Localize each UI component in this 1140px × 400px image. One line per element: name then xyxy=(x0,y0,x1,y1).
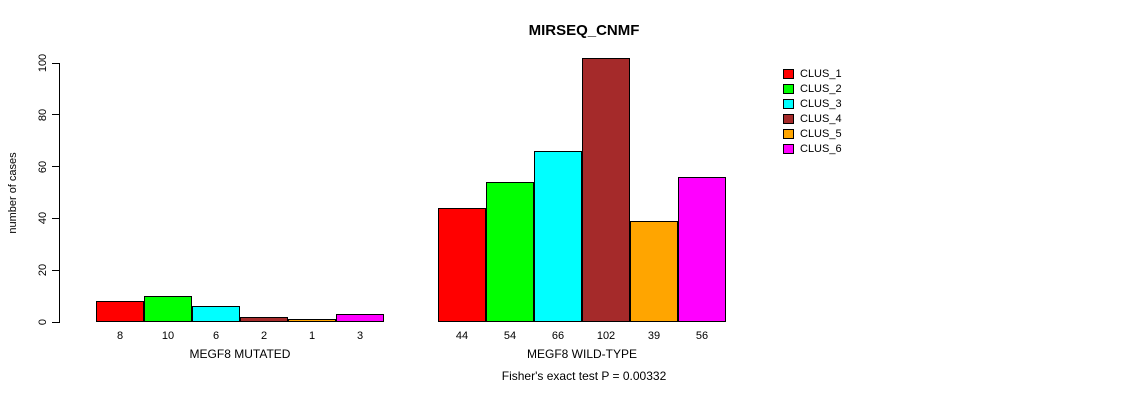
bar-value-label: 10 xyxy=(161,330,175,342)
bar-clus_1-wildtype xyxy=(438,208,486,322)
legend-swatch xyxy=(783,98,794,109)
bar-value-label: 2 xyxy=(260,330,268,342)
legend-item-label: CLUS_2 xyxy=(800,82,842,95)
y-axis-tick-label: 20 xyxy=(37,264,49,277)
legend-item: CLUS_2 xyxy=(783,81,842,96)
y-axis-tick xyxy=(52,269,59,271)
y-axis-tick-label: 100 xyxy=(37,53,49,73)
bar-clus_3-wildtype xyxy=(534,151,582,322)
chart-title: MIRSEQ_CNMF xyxy=(528,22,640,39)
legend-item-label: CLUS_4 xyxy=(800,112,842,125)
bar-value-label: 39 xyxy=(647,330,661,342)
bar-value-label: 102 xyxy=(596,330,616,342)
bar-clus_4-mutated xyxy=(240,317,288,322)
y-axis-tick xyxy=(52,166,59,168)
group-label: MEGF8 WILD-TYPE xyxy=(526,347,638,361)
bar-value-label: 54 xyxy=(503,330,517,342)
y-axis-tick-label: 40 xyxy=(37,212,49,225)
bar-value-label: 8 xyxy=(116,330,124,342)
fisher-test-annotation: Fisher's exact test P = 0.00332 xyxy=(501,369,667,383)
bar-value-label: 44 xyxy=(455,330,469,342)
bar-clus_1-mutated xyxy=(96,301,144,322)
y-axis-tick xyxy=(52,321,59,323)
legend-item: CLUS_4 xyxy=(783,111,842,126)
bar-value-label: 1 xyxy=(308,330,316,342)
bar-value-label: 66 xyxy=(551,330,565,342)
legend-swatch xyxy=(783,113,794,124)
y-axis-tick xyxy=(52,217,59,219)
y-axis-tick-label: 60 xyxy=(37,160,49,173)
y-axis-tick-label: 80 xyxy=(37,108,49,121)
bar-clus_6-wildtype xyxy=(678,177,726,322)
bar-value-label: 3 xyxy=(356,330,364,342)
bar-clus_2-mutated xyxy=(144,296,192,322)
legend-item: CLUS_6 xyxy=(783,141,842,156)
legend-swatch xyxy=(783,68,794,79)
legend-item-label: CLUS_6 xyxy=(800,142,842,155)
legend-swatch xyxy=(783,128,794,139)
bar-clus_6-mutated xyxy=(336,314,384,322)
legend-swatch xyxy=(783,143,794,154)
legend-item: CLUS_1 xyxy=(783,66,842,81)
legend: CLUS_1 CLUS_2 CLUS_3 CLUS_4 CLUS_5 CLUS_6 xyxy=(783,66,842,156)
group-label: MEGF8 MUTATED xyxy=(189,347,291,361)
bar-value-label: 56 xyxy=(695,330,709,342)
y-axis-tick xyxy=(52,114,59,116)
bar-clus_5-wildtype xyxy=(630,221,678,322)
legend-item-label: CLUS_1 xyxy=(800,67,842,80)
bar-value-label: 6 xyxy=(212,330,220,342)
y-axis-tick xyxy=(52,62,59,64)
bar-clus_2-wildtype xyxy=(486,182,534,322)
legend-item-label: CLUS_5 xyxy=(800,127,842,140)
bar-clus_3-mutated xyxy=(192,306,240,322)
y-axis-title: number of cases xyxy=(7,152,19,234)
legend-item: CLUS_3 xyxy=(783,96,842,111)
legend-item: CLUS_5 xyxy=(783,126,842,141)
legend-swatch xyxy=(783,83,794,94)
y-axis-tick-label: 0 xyxy=(37,318,49,326)
bar-clus_4-wildtype xyxy=(582,58,630,322)
y-axis-line xyxy=(59,63,60,323)
legend-item-label: CLUS_3 xyxy=(800,97,842,110)
bar-clus_5-mutated xyxy=(288,319,336,322)
